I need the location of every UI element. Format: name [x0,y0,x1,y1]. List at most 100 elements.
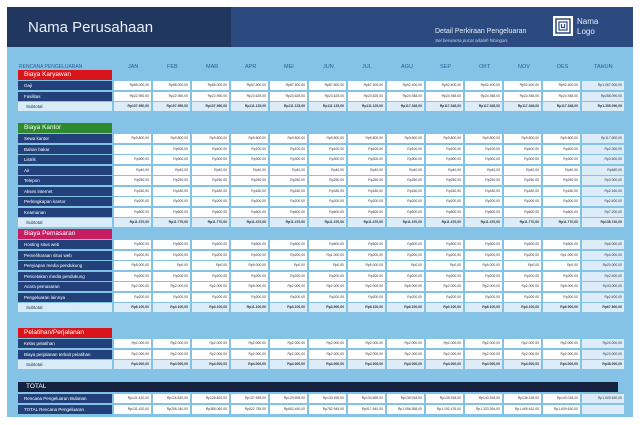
cell-jan[interactable]: Rp40,00 [114,165,151,175]
cell-agu[interactable]: Rp500,00 [387,240,424,249]
cell-jan[interactable]: Rp8.100,00 [114,303,151,312]
cell-apr[interactable]: Rp11.470,00 [231,218,268,227]
cell-jul[interactable]: Rp200,00 [348,292,385,302]
cell-sep[interactable]: Rp250,00 [426,176,463,185]
cell-nov[interactable]: Rp136.218,00 [504,394,541,403]
cell-okt[interactable]: Rp250,00 [465,176,502,185]
cell-mei[interactable]: Rp200,00 [270,250,307,260]
cell-des[interactable]: Rp300,00 [543,155,580,164]
cell-mei[interactable]: Rp500,00 [270,240,307,249]
cell-mar[interactable]: Rp2.000,00 [192,339,229,348]
cell-des[interactable]: Rp200,00 [543,197,580,206]
cell-apr[interactable]: Rp200,00 [231,271,268,281]
cell-agu[interactable]: Rp300,00 [387,155,424,164]
cell-apr[interactable]: Rp200,00 [231,197,268,206]
cell-sep[interactable]: Rp600,00 [426,207,463,217]
cell-okt[interactable]: Rp200,00 [465,197,502,206]
cell-mei[interactable]: Rp0,00 [270,261,307,270]
cell-des[interactable]: Rp4.000,00 [543,360,580,369]
cell-okt[interactable]: Rp180,00 [465,186,502,196]
cell-okt[interactable]: Rp200,00 [465,271,502,281]
cell-mar[interactable]: Rp600,00 [192,207,229,217]
cell-des[interactable]: Rp0,00 [543,261,580,270]
cell-mar[interactable]: Rp500,00 [192,240,229,249]
cell-jun[interactable]: Rp4.000,00 [309,360,346,369]
cell-jul[interactable]: Rp180,00 [348,186,385,196]
cell-sep[interactable]: Rp9.800,00 [426,134,463,143]
cell-jul[interactable]: Rp134.695,00 [348,394,385,403]
cell-jun[interactable]: Rp2.000,00 [309,349,346,359]
cell-feb[interactable]: Rp200,00 [153,250,190,260]
cell-agu[interactable]: Rp0,00 [387,261,424,270]
cell-sep[interactable]: Rp135.918,00 [426,394,463,403]
cell-sep[interactable]: Rp100,00 [426,144,463,154]
cell-apr[interactable]: Rp111.125,00 [231,102,268,111]
cell-jun[interactable]: Rp9.800,00 [309,134,346,143]
cell-feb[interactable]: Rp22.950,00 [153,91,190,101]
cell-jun[interactable]: Rp40,00 [309,165,346,175]
cell-jul[interactable]: Rp11.470,00 [348,218,385,227]
cell-jan[interactable]: Rp180,00 [114,186,151,196]
cell-jul[interactable]: Rp111.125,00 [348,102,385,111]
cell-mar[interactable]: Rp0,00 [192,261,229,270]
cell-jan[interactable]: Rp200,00 [114,250,151,260]
cell-jul[interactable]: Rp917.640,00 [348,405,385,414]
cell-feb[interactable]: Rp85.000,00 [153,81,190,90]
cell-des[interactable]: Rp200,00 [543,292,580,302]
cell-jun[interactable]: Rp180,00 [309,186,346,196]
cell-feb[interactable]: Rp200,00 [153,292,190,302]
cell-mei[interactable]: Rp129.695,00 [270,394,307,403]
cell-feb[interactable]: Rp258.240,00 [153,405,190,414]
cell-des[interactable]: Rp24.948,00 [543,91,580,101]
cell-feb[interactable]: Rp11.770,00 [153,218,190,227]
cell-jun[interactable]: Rp200,00 [309,197,346,206]
cell-jan[interactable]: Rp22.950,00 [114,91,151,101]
cell-mei[interactable]: Rp652.450,00 [270,405,307,414]
cell-jan[interactable] [114,144,151,154]
cell-apr[interactable]: Rp5.000,00 [231,261,268,270]
cell-apr[interactable]: Rp4.000,00 [231,360,268,369]
cell-agu[interactable]: Rp117.348,00 [387,102,424,111]
cell-sep[interactable]: Rp24.948,00 [426,91,463,101]
cell-okt[interactable]: Rp117.348,00 [465,102,502,111]
cell-des[interactable]: Rp500,00 [543,240,580,249]
cell-jun[interactable]: Rp2.000,00 [309,282,346,291]
cell-jan[interactable]: Rp4.000,00 [114,360,151,369]
cell-okt[interactable]: Rp92.400,00 [465,81,502,90]
cell-apr[interactable]: Rp200,00 [231,250,268,260]
cell-jan[interactable]: Rp200,00 [114,292,151,302]
cell-apr[interactable]: Rp87.500,00 [231,81,268,90]
cell-feb[interactable]: Rp200,00 [153,271,190,281]
cell-jan[interactable]: Rp300,00 [114,155,151,164]
cell-apr[interactable]: Rp250,00 [231,176,268,185]
cell-agu[interactable]: Rp200,00 [387,250,424,260]
cell-apr[interactable]: Rp23.625,00 [231,91,268,101]
cell-mei[interactable]: Rp11.470,00 [270,218,307,227]
cell-jun[interactable]: Rp200,00 [309,292,346,302]
cell-feb[interactable]: Rp300,00 [153,155,190,164]
cell-jan[interactable]: Rp11.370,00 [114,218,151,227]
cell-mar[interactable]: Rp9.800,00 [192,134,229,143]
cell-sep[interactable]: Rp40,00 [426,165,463,175]
cell-jun[interactable]: Rp130.495,00 [309,394,346,403]
cell-jun[interactable]: Rp11.470,00 [309,218,346,227]
cell-nov[interactable]: Rp3.100,00 [504,303,541,312]
cell-jun[interactable]: Rp300,00 [309,155,346,164]
cell-jan[interactable]: Rp107.950,00 [114,102,151,111]
cell-mei[interactable]: Rp40,00 [270,165,307,175]
cell-feb[interactable]: Rp126.820,00 [153,394,190,403]
cell-nov[interactable]: Rp2.000,00 [504,339,541,348]
cell-jun[interactable]: Rp600,00 [309,207,346,217]
cell-jan[interactable]: Rp131.420,00 [114,394,151,403]
cell-agu[interactable]: Rp4.000,00 [387,360,424,369]
cell-jul[interactable]: Rp500,00 [348,240,385,249]
cell-mei[interactable]: Rp2.000,00 [270,339,307,348]
cell-nov[interactable]: Rp2.000,00 [504,349,541,359]
cell-jan[interactable]: Rp2.000,00 [114,282,151,291]
cell-mei[interactable]: Rp600,00 [270,207,307,217]
cell-agu[interactable]: Rp24.948,00 [387,91,424,101]
cell-agu[interactable]: Rp200,00 [387,292,424,302]
cell-okt[interactable]: Rp100,00 [465,144,502,154]
cell-nov[interactable]: Rp4.000,00 [504,360,541,369]
cell-apr[interactable]: Rp300,00 [231,155,268,164]
